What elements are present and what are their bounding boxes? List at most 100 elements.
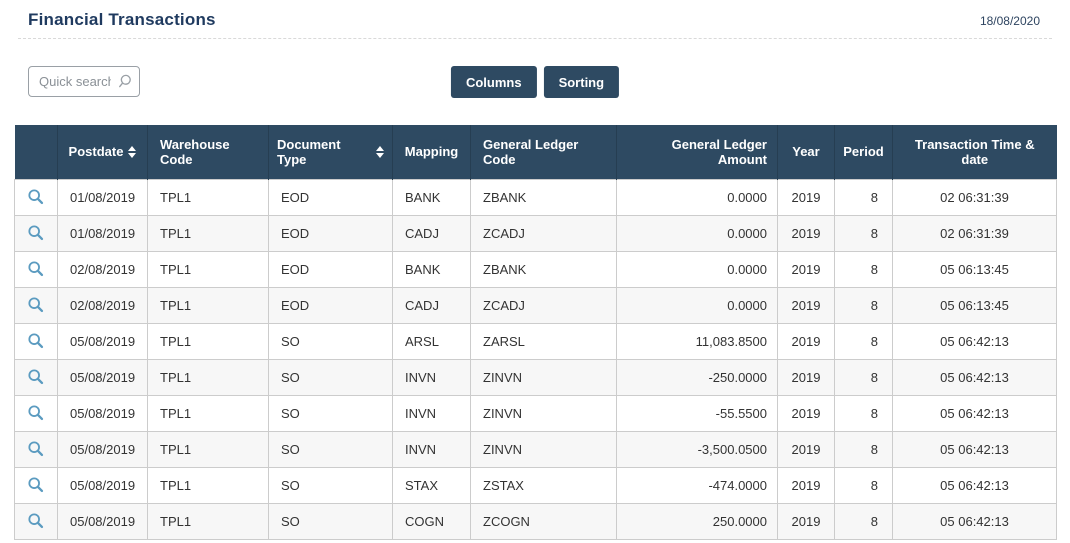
cell-txn-time: 05 06:42:13 [893,323,1057,359]
row-detail-button[interactable] [15,396,57,431]
cell-document-type: SO [269,323,393,359]
cell-view [15,359,58,395]
magnifier-icon [27,440,45,458]
cell-mapping: INVN [393,395,471,431]
cell-document-type: SO [269,431,393,467]
cell-warehouse-code: TPL1 [148,251,269,287]
cell-gl-code: ZBANK [471,179,617,215]
cell-gl-amount: -474.0000 [617,467,778,503]
quick-search [28,66,140,97]
cell-document-type: SO [269,467,393,503]
cell-year: 2019 [778,467,835,503]
header-year[interactable]: Year [778,125,835,179]
cell-postdate: 05/08/2019 [58,503,148,539]
cell-gl-code: ZBANK [471,251,617,287]
row-detail-button[interactable] [15,180,57,215]
header-postdate[interactable]: Postdate [58,125,148,179]
header-mapping[interactable]: Mapping [393,125,471,179]
cell-mapping: BANK [393,251,471,287]
table-row: 05/08/2019 TPL1 SO COGN ZCOGN 250.0000 2… [15,503,1057,539]
header-document-type[interactable]: Document Type [269,125,393,179]
cell-gl-code: ZSTAX [471,467,617,503]
cell-view [15,431,58,467]
cell-gl-amount: 0.0000 [617,287,778,323]
header-period[interactable]: Period [835,125,893,179]
cell-mapping: INVN [393,431,471,467]
cell-gl-code: ZCADJ [471,215,617,251]
cell-warehouse-code: TPL1 [148,323,269,359]
cell-warehouse-code: TPL1 [148,467,269,503]
row-detail-button[interactable] [15,252,57,287]
cell-year: 2019 [778,431,835,467]
cell-warehouse-code: TPL1 [148,359,269,395]
cell-mapping: INVN [393,359,471,395]
cell-document-type: EOD [269,179,393,215]
cell-gl-code: ZINVN [471,359,617,395]
row-detail-button[interactable] [15,216,57,251]
cell-postdate: 05/08/2019 [58,431,148,467]
cell-document-type: EOD [269,215,393,251]
sort-up-down-icon [128,146,136,158]
cell-gl-amount: 250.0000 [617,503,778,539]
sorting-button[interactable]: Sorting [544,66,620,98]
cell-view [15,467,58,503]
cell-postdate: 05/08/2019 [58,395,148,431]
cell-year: 2019 [778,287,835,323]
cell-year: 2019 [778,395,835,431]
cell-mapping: STAX [393,467,471,503]
row-detail-button[interactable] [15,432,57,467]
row-detail-button[interactable] [15,324,57,359]
cell-postdate: 05/08/2019 [58,323,148,359]
cell-period: 8 [835,395,893,431]
header-warehouse-code[interactable]: Warehouse Code [148,125,269,179]
header-gl-code[interactable]: General Ledger Code [471,125,617,179]
cell-document-type: EOD [269,251,393,287]
cell-mapping: COGN [393,503,471,539]
search-input[interactable] [28,66,140,97]
page-date: 18/08/2020 [980,10,1040,28]
row-detail-button[interactable] [15,360,57,395]
cell-period: 8 [835,467,893,503]
cell-document-type: EOD [269,287,393,323]
magnifier-icon [27,224,45,242]
magnifier-icon [27,296,45,314]
cell-year: 2019 [778,215,835,251]
cell-gl-amount: -3,500.0500 [617,431,778,467]
table-body: 01/08/2019 TPL1 EOD BANK ZBANK 0.0000 20… [15,179,1057,539]
header-txn-time[interactable]: Transaction Time & date [893,125,1057,179]
cell-warehouse-code: TPL1 [148,431,269,467]
cell-period: 8 [835,215,893,251]
row-detail-button[interactable] [15,468,57,503]
cell-view [15,251,58,287]
magnifier-icon [27,368,45,386]
table-row: 05/08/2019 TPL1 SO INVN ZINVN -3,500.050… [15,431,1057,467]
cell-period: 8 [835,251,893,287]
cell-view [15,287,58,323]
table-row: 05/08/2019 TPL1 SO STAX ZSTAX -474.0000 … [15,467,1057,503]
table-row: 05/08/2019 TPL1 SO INVN ZINVN -250.0000 … [15,359,1057,395]
cell-gl-code: ZARSL [471,323,617,359]
table-row: 05/08/2019 TPL1 SO INVN ZINVN -55.5500 2… [15,395,1057,431]
cell-mapping: CADJ [393,287,471,323]
cell-txn-time: 02 06:31:39 [893,215,1057,251]
cell-mapping: CADJ [393,215,471,251]
columns-button[interactable]: Columns [451,66,537,98]
cell-document-type: SO [269,503,393,539]
header-gl-amount[interactable]: General Ledger Amount [617,125,778,179]
page-header: Financial Transactions 18/08/2020 [0,0,1070,30]
cell-txn-time: 05 06:42:13 [893,359,1057,395]
page-title: Financial Transactions [28,10,216,30]
cell-warehouse-code: TPL1 [148,215,269,251]
table-header-row: Postdate Warehouse Code Document Type Ma… [15,125,1057,179]
magnifier-icon [27,332,45,350]
row-detail-button[interactable] [15,504,57,539]
sort-up-down-icon [376,146,384,158]
header-divider [18,38,1052,39]
row-detail-button[interactable] [15,288,57,323]
cell-period: 8 [835,503,893,539]
cell-period: 8 [835,431,893,467]
magnifier-icon [27,476,45,494]
table-row: 02/08/2019 TPL1 EOD BANK ZBANK 0.0000 20… [15,251,1057,287]
cell-warehouse-code: TPL1 [148,179,269,215]
header-view-column [15,125,58,179]
